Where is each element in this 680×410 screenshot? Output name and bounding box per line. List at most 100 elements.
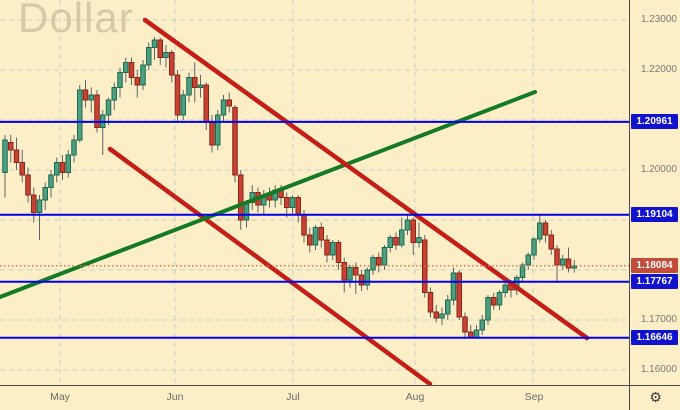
candle-body	[450, 272, 457, 301]
candle-body	[376, 257, 382, 266]
candle-body	[2, 139, 8, 173]
candle-body	[318, 227, 324, 241]
price-tick-label: 1.23000	[640, 14, 677, 25]
candle-body	[548, 234, 554, 250]
candle-body	[439, 313, 445, 319]
candle-body	[496, 292, 503, 306]
month-tick-label: Jul	[286, 391, 300, 403]
candle-body	[215, 114, 221, 146]
candle-body	[571, 265, 577, 269]
price-tick-label: 1.16000	[640, 364, 677, 375]
candle-body	[537, 222, 543, 240]
month-tick-label: Aug	[405, 391, 425, 403]
candle-body	[427, 292, 434, 313]
candle-body	[157, 39, 163, 58]
candle-body	[307, 234, 313, 246]
candle-body	[123, 62, 129, 73]
candle-body	[381, 247, 388, 266]
candle-body	[31, 194, 37, 213]
candle-body	[485, 297, 491, 321]
candle-body	[128, 62, 135, 78]
candle-body	[364, 269, 370, 286]
candle-body	[117, 72, 123, 88]
level-price-badge: 1.20961	[631, 114, 678, 129]
candle-body	[42, 187, 48, 201]
candle-body	[8, 142, 14, 151]
candle-body	[410, 219, 416, 243]
candle-body	[335, 242, 342, 263]
candle-body	[560, 258, 566, 266]
candle-body	[554, 248, 560, 266]
candle-body	[186, 77, 192, 96]
candle-body	[36, 199, 43, 213]
candle-body	[565, 258, 572, 269]
candle-body	[77, 89, 83, 141]
candle-body	[54, 162, 60, 176]
price-axis[interactable]: 1.230001.220001.210001.200001.190001.180…	[629, 0, 680, 385]
candle-body	[312, 227, 319, 246]
candle-body	[416, 237, 422, 243]
ascending-support-trendline[interactable]	[0, 90, 537, 299]
candle-body	[94, 94, 100, 128]
candle-body	[174, 74, 181, 116]
price-tick-label: 1.22000	[640, 64, 677, 75]
candle-body	[330, 242, 336, 256]
candle-body	[284, 197, 290, 208]
descending-channel-upper-trendline[interactable]	[142, 17, 590, 341]
candle-body	[531, 238, 537, 256]
candle-body	[65, 154, 71, 173]
candle-body	[151, 39, 158, 48]
candle-body	[519, 264, 526, 278]
axis-settings-corner: ⚙	[629, 385, 680, 410]
candle-body	[48, 174, 54, 188]
candle-body	[19, 162, 25, 176]
candle-body	[502, 284, 508, 293]
candle-body	[295, 197, 301, 216]
candle-body	[180, 94, 186, 116]
candle-body	[542, 222, 549, 236]
candlestick-chart-canvas[interactable]	[0, 0, 629, 385]
month-tick-label: May	[50, 391, 70, 403]
candle-body	[479, 319, 485, 331]
price-tick-label: 1.20000	[640, 164, 677, 175]
candle-body	[370, 257, 376, 271]
current-price-badge: 1.18084	[631, 258, 678, 273]
candle-body	[146, 47, 152, 66]
gear-icon[interactable]: ⚙	[649, 390, 662, 406]
candle-body	[25, 174, 31, 196]
candle-body	[462, 316, 468, 333]
level-price-badge: 1.19104	[631, 207, 678, 222]
candle-body	[13, 149, 20, 163]
candle-body	[473, 329, 480, 338]
candle-body	[468, 331, 474, 338]
candle-body	[347, 267, 353, 281]
candle-body	[163, 52, 169, 58]
candle-body	[105, 99, 112, 116]
time-axis[interactable]: May Jun Jul Aug Sep	[0, 385, 629, 410]
candle-body	[456, 272, 462, 318]
candle-body	[324, 239, 330, 256]
candle-body	[59, 162, 66, 173]
candle-body	[134, 77, 140, 86]
candle-body	[399, 229, 405, 246]
candle-body	[387, 237, 393, 248]
candle-body	[197, 84, 204, 88]
candle-body	[220, 99, 227, 116]
candle-body	[192, 77, 198, 88]
candle-body	[203, 84, 209, 123]
candle-body	[209, 122, 215, 146]
candle-body	[82, 89, 89, 101]
candle-body	[169, 52, 175, 76]
descending-channel-lower-trendline[interactable]	[107, 146, 433, 385]
candle-body	[353, 267, 359, 276]
candle-body	[71, 139, 77, 156]
candle-body	[433, 311, 439, 319]
candle-body	[445, 299, 451, 315]
month-tick-label: Sep	[524, 391, 544, 403]
candle-body	[232, 107, 238, 176]
candle-body	[393, 237, 399, 246]
candle-body	[358, 274, 365, 286]
candle-body	[404, 219, 411, 231]
candle-body	[525, 254, 531, 266]
month-tick-label: Jun	[166, 391, 184, 403]
